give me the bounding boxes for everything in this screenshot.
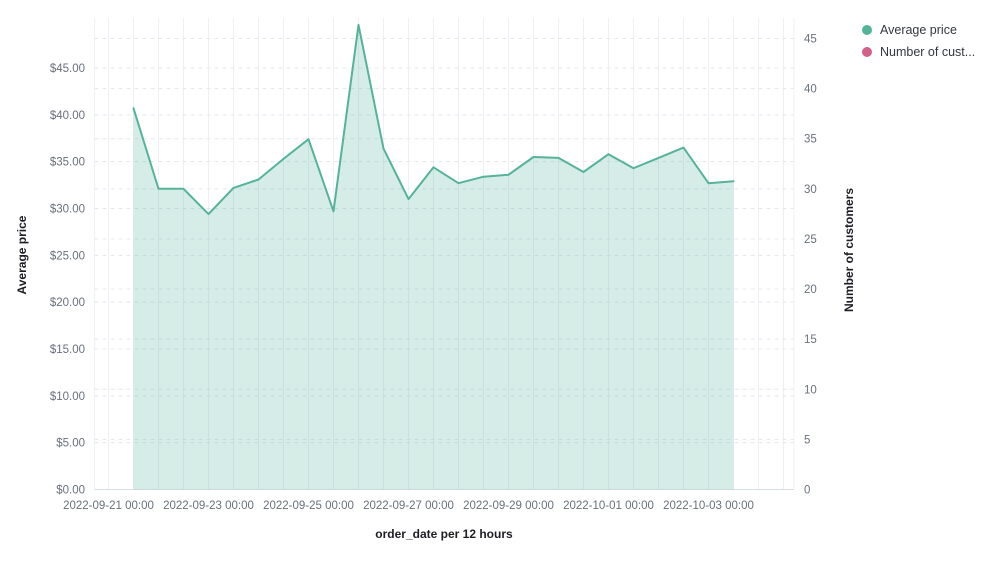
x-axis-title: order_date per 12 hours: [375, 527, 513, 541]
right-axis-tick-label: 0: [804, 485, 810, 497]
legend: Average price Number of cust...: [862, 22, 975, 60]
legend-item-label: Average price: [880, 23, 957, 37]
left-axis-title: Average price: [15, 215, 29, 295]
right-axis-tick-label: 40: [804, 84, 817, 96]
x-axis-tick-label: 2022-09-23 00:00: [163, 500, 254, 512]
x-axis-tick-label: 2022-09-25 00:00: [263, 500, 354, 512]
left-axis-tick-label: $5.00: [56, 438, 85, 450]
x-axis-tick-label: 2022-10-03 00:00: [663, 500, 754, 512]
left-axis-tick-label: $10.00: [50, 391, 85, 403]
right-axis-tick-label: 10: [804, 384, 817, 396]
left-axis-tick-label: $45.00: [50, 63, 85, 75]
legend-item-label: Number of cust...: [880, 45, 976, 59]
right-axis-tick-label: 15: [804, 334, 817, 346]
legend-item-number-of-customers[interactable]: Number of cust...: [862, 44, 975, 60]
left-axis-tick-label: $25.00: [50, 250, 85, 262]
area-fill: [133, 24, 734, 490]
legend-dot-number-of-customers-icon: [862, 47, 872, 57]
legend-dot-average-price-icon: [862, 25, 872, 35]
legend-item-average-price[interactable]: Average price: [862, 22, 975, 38]
x-axis-tick-label: 2022-10-01 00:00: [563, 500, 654, 512]
left-axis-tick-label: $20.00: [50, 297, 85, 309]
x-axis-tick-label: 2022-09-27 00:00: [363, 500, 454, 512]
right-axis-tick-label: 20: [804, 284, 817, 296]
right-axis-title: Number of customers: [842, 187, 856, 313]
x-axis-tick-label: 2022-09-29 00:00: [463, 500, 554, 512]
left-axis-tick-label: $30.00: [50, 204, 85, 216]
left-axis-tick-label: $15.00: [50, 344, 85, 356]
left-axis-tick-label: $35.00: [50, 157, 85, 169]
series-line: [132, 23, 735, 216]
left-axis-tick-label: $0.00: [56, 485, 85, 497]
right-axis-tick-label: 35: [804, 134, 817, 146]
right-axis-tick-label: 5: [804, 434, 810, 446]
right-axis-tick-label: 25: [804, 234, 817, 246]
x-axis-tick-label: 2022-09-21 00:00: [63, 500, 154, 512]
right-axis-tick-label: 30: [804, 184, 817, 196]
left-axis-tick-label: $40.00: [50, 110, 85, 122]
right-axis-tick-label: 45: [804, 34, 817, 46]
